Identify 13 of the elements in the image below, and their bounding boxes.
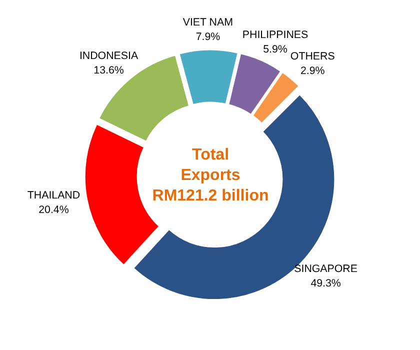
slice-label: OTHERS: [290, 50, 335, 62]
data-label: 7.9%: [196, 31, 221, 44]
slice-label: THAILAND: [27, 190, 80, 202]
data-label: 49.3%: [310, 277, 342, 290]
slice-label: SINGAPORE: [294, 262, 358, 275]
data-label: 2.9%: [300, 64, 326, 77]
slice-label: PHILIPPINES: [242, 29, 308, 42]
data-label: 5.9%: [263, 44, 288, 56]
text: Total Exports RM121.2 billion: [152, 146, 269, 204]
data-label: 20.4%: [38, 204, 70, 216]
slice-label: INDONESIA: [79, 50, 139, 62]
data-label: 13.6%: [94, 64, 124, 77]
slice-label: VIET NAM: [182, 16, 233, 29]
